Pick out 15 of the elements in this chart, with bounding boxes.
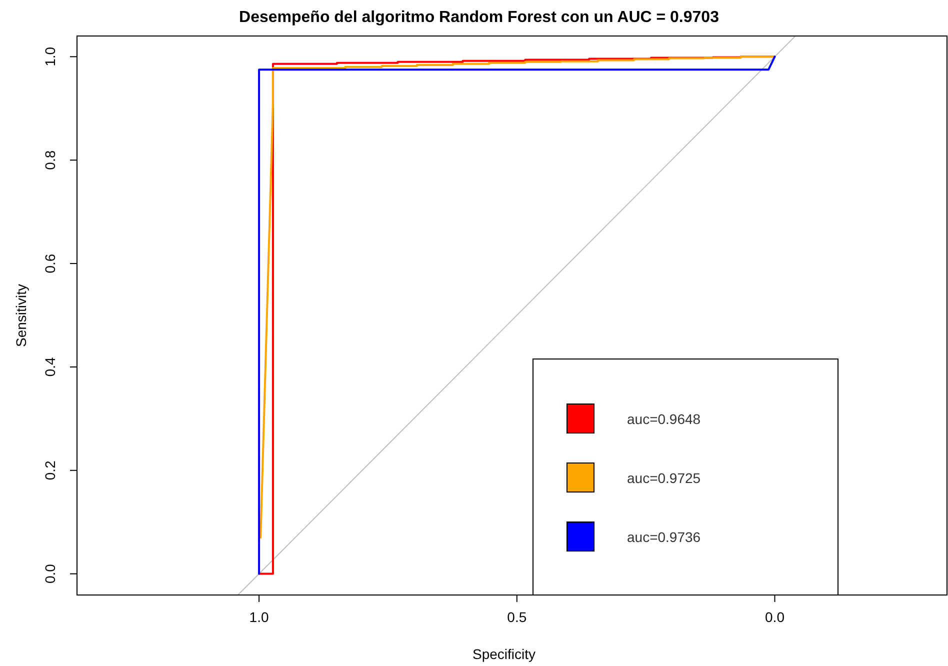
- x-tick-label: 0.0: [765, 609, 785, 625]
- x-tick-label: 1.0: [249, 609, 269, 625]
- legend-label: auc=0.9725: [627, 470, 701, 486]
- y-tick-label: 0.0: [42, 564, 58, 584]
- x-tick-label: 0.5: [507, 609, 527, 625]
- x-axis-title: Specificity: [472, 646, 536, 662]
- y-tick-label: 0.4: [42, 357, 58, 377]
- y-axis-title: Sensitivity: [13, 284, 29, 348]
- legend-label: auc=0.9736: [627, 529, 701, 545]
- y-tick-label: 1.0: [42, 46, 58, 66]
- y-tick-label: 0.8: [42, 150, 58, 170]
- chart-title: Desempeño del algoritmo Random Forest con un AUC = 0.9703: [239, 9, 720, 26]
- legend-label: auc=0.9648: [627, 411, 701, 427]
- y-tick-label: 0.6: [42, 254, 58, 274]
- y-tick-label: 0.2: [42, 460, 58, 480]
